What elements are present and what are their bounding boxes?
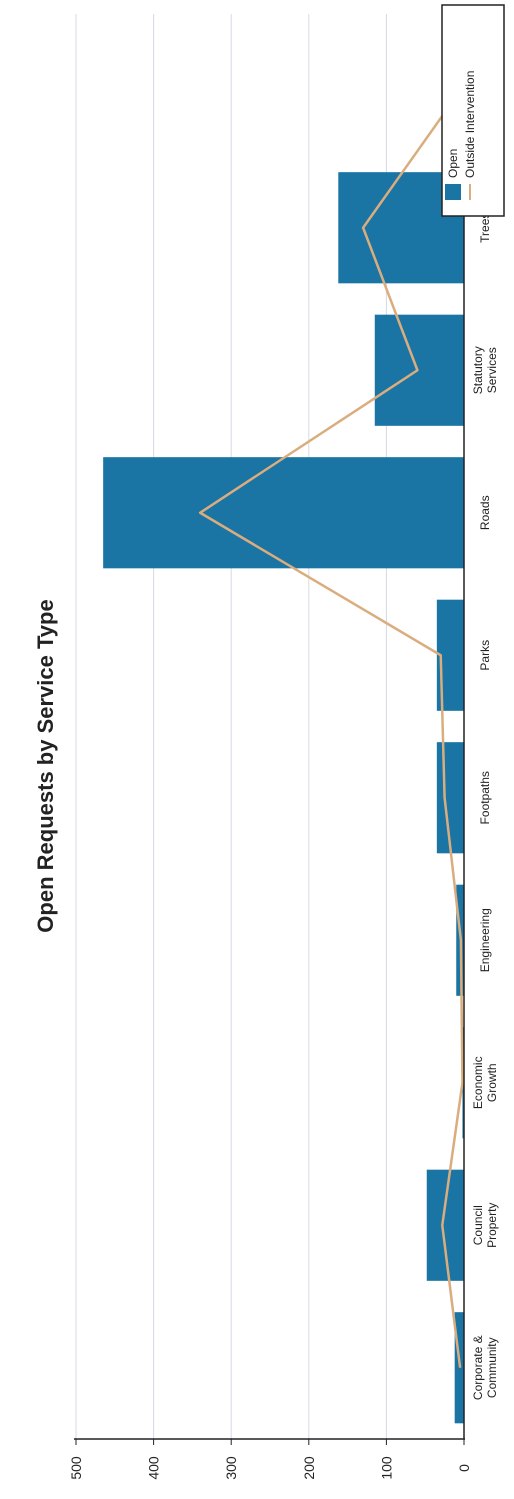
category-label: Community <box>485 1337 499 1398</box>
tick-label: 300 <box>223 1456 239 1480</box>
tick-label: 0 <box>456 1464 472 1472</box>
bar <box>374 314 464 426</box>
category-label: Property <box>485 1203 499 1248</box>
value-ticks: 0 100 200 300 400 500 <box>68 1439 472 1480</box>
category-label: Growth <box>485 1063 499 1102</box>
bar <box>426 1169 464 1281</box>
category-label: Corporate & <box>471 1335 485 1400</box>
category-label: Engineering <box>478 908 492 972</box>
category-label: Services <box>485 347 499 393</box>
grid-lines <box>75 14 387 1439</box>
tick-label: 200 <box>301 1456 317 1480</box>
legend-label-open: Open <box>446 149 460 178</box>
bar <box>103 457 464 569</box>
axes <box>74 14 465 1440</box>
category-label: Economic <box>471 1056 485 1109</box>
category-label: Council <box>471 1205 485 1245</box>
line-path <box>198 84 466 1368</box>
category-label: Statutory <box>471 346 485 394</box>
legend-swatch-open <box>445 184 461 200</box>
tick-label: 500 <box>68 1456 84 1480</box>
legend-label-outside-intervention: Outside Intervention <box>463 71 477 178</box>
line-series <box>198 84 466 1368</box>
bar-series <box>103 29 464 1424</box>
chart-title: Open Requests by Service Type <box>33 599 58 932</box>
legend: Open Outside Intervention <box>441 4 505 217</box>
tick-label: 400 <box>146 1456 162 1480</box>
category-label: Trees <box>478 213 492 243</box>
category-labels: Corporate & Community Council Property Econo… <box>471 50 499 1401</box>
category-label: Footpaths <box>478 771 492 824</box>
bar <box>436 742 464 854</box>
category-label: Parks <box>478 640 492 671</box>
tick-label: 100 <box>378 1456 394 1480</box>
category-label: Roads <box>478 495 492 530</box>
legend-frame <box>441 4 505 217</box>
